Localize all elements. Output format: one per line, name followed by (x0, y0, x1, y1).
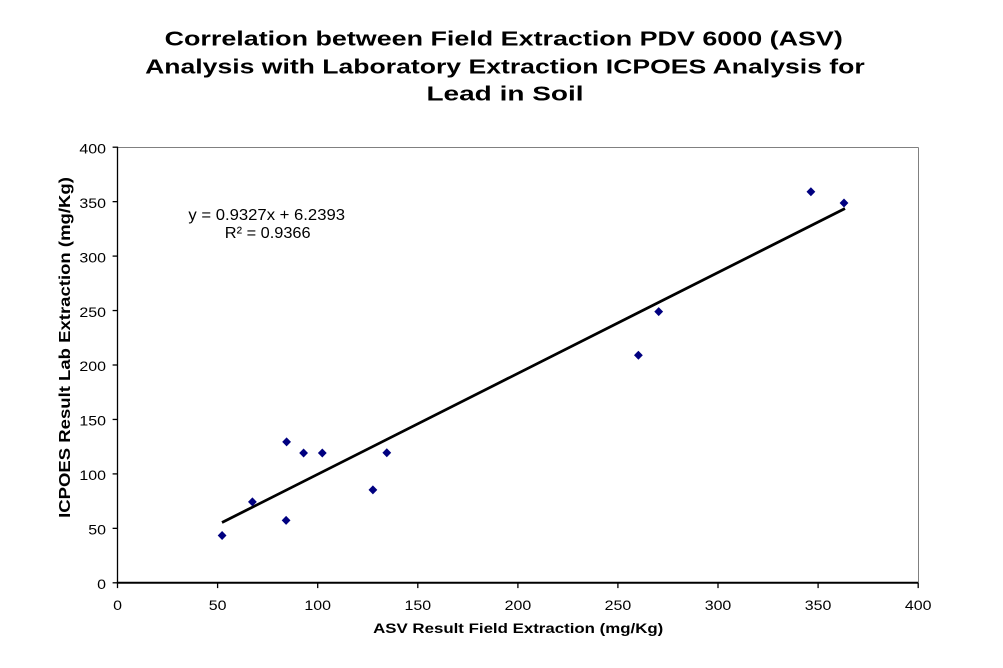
svg-text:350: 350 (79, 196, 106, 212)
svg-text:Correlation between Field Extr: Correlation between Field Extraction PDV… (165, 29, 843, 51)
svg-text:y = 0.9327x + 6.2393: y = 0.9327x + 6.2393 (188, 206, 345, 224)
svg-text:ASV Result Field Extraction (m: ASV Result Field Extraction (mg/Kg) (373, 621, 663, 636)
svg-text:150: 150 (79, 414, 106, 430)
svg-text:350: 350 (805, 598, 832, 614)
svg-text:150: 150 (404, 598, 431, 614)
svg-text:400: 400 (905, 598, 932, 614)
svg-text:200: 200 (79, 359, 106, 375)
svg-text:250: 250 (605, 598, 632, 614)
svg-text:0: 0 (113, 598, 122, 614)
svg-text:50: 50 (209, 598, 227, 614)
svg-text:Lead in Soil: Lead in Soil (426, 83, 583, 105)
svg-text:Analysis with Laboratory Extra: Analysis with Laboratory Extraction ICPO… (145, 55, 865, 77)
svg-text:100: 100 (304, 598, 331, 614)
svg-text:300: 300 (705, 598, 732, 614)
svg-text:100: 100 (79, 468, 106, 484)
svg-text:200: 200 (505, 598, 532, 614)
svg-text:ICPOES Result Lab Extraction (: ICPOES Result Lab Extraction (mg/Kg) (56, 177, 73, 518)
svg-text:50: 50 (88, 522, 106, 538)
svg-text:0: 0 (97, 577, 106, 593)
svg-text:300: 300 (79, 250, 106, 266)
svg-text:400: 400 (79, 141, 106, 157)
svg-text:250: 250 (79, 305, 106, 321)
svg-text:R² = 0.9366: R² = 0.9366 (225, 224, 311, 242)
